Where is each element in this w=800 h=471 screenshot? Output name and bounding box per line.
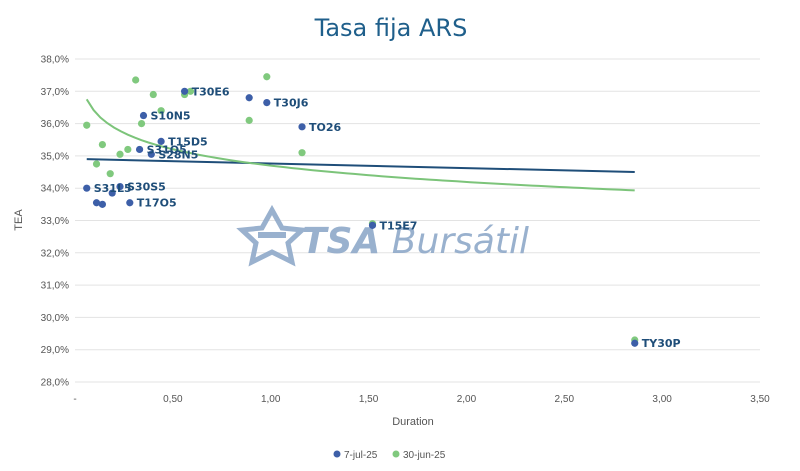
data-point-series1 — [157, 137, 165, 145]
data-point-series1 — [126, 199, 134, 207]
watermark-star-icon — [236, 204, 308, 267]
data-point-series1 — [139, 111, 148, 120]
y-tick-label: 31,0% — [41, 281, 69, 292]
data-point-series2 — [106, 170, 114, 178]
point-label: S10N5 — [151, 110, 191, 123]
point-label: TY30P — [642, 337, 681, 350]
data-point-series1 — [181, 87, 189, 95]
data-point-series1 — [368, 221, 377, 229]
point-label: S31O5 — [147, 143, 187, 156]
y-tick-label: 28,0% — [41, 378, 69, 389]
y-tick-label: 30,0% — [41, 313, 69, 324]
data-point-series1 — [98, 200, 106, 208]
data-point-series1 — [92, 199, 101, 207]
x-axis-ticks: - 0,50 1,00 1,50 2,00 2,50 3,00 3,50 — [73, 394, 770, 405]
point-label: TO26 — [309, 121, 342, 134]
legend-label-series1: 7-jul-25 — [344, 450, 378, 461]
data-point-series2 — [263, 73, 271, 81]
point-label: S28N5 — [158, 148, 198, 161]
trendline-series2 — [85, 98, 635, 192]
data-point-series1 — [83, 184, 91, 192]
y-axis-label: TEA — [13, 209, 25, 231]
x-tick-label: 1,00 — [261, 394, 281, 405]
y-tick-label: 35,0% — [41, 151, 69, 162]
data-point-series2 — [137, 120, 146, 128]
data-point-series1 — [245, 94, 253, 102]
data-point-series2 — [132, 76, 140, 84]
data-point-series2 — [98, 140, 106, 149]
data-point-series1 — [298, 123, 306, 131]
x-tick-label: 1,50 — [359, 394, 379, 405]
y-tick-label: 34,0% — [41, 184, 69, 195]
x-tick-label: 3,50 — [750, 394, 770, 405]
point-label: T30J6 — [274, 97, 309, 110]
y-axis-ticks: 28,0% 29,0% 30,0% 31,0% 32,0% 33,0% 34,0% 35,0%… — [41, 55, 69, 389]
data-point-series1 — [108, 189, 116, 197]
y-tick-label: 33,0% — [41, 216, 69, 227]
gridlines — [75, 58, 760, 383]
legend-marker-series1 — [333, 450, 341, 458]
data-point-series1 — [147, 150, 155, 158]
x-axis-label: Duration — [392, 416, 434, 428]
x-tick-label: 3,00 — [652, 394, 672, 405]
data-point-series2 — [245, 116, 253, 124]
x-tick-label: 2,00 — [457, 394, 477, 405]
x-tick-label: 2,50 — [555, 394, 575, 405]
data-point-series2 — [186, 87, 195, 95]
y-tick-label: 32,0% — [41, 248, 69, 259]
x-tick-label: 0,50 — [163, 394, 183, 405]
legend-label-series2: 30-jun-25 — [403, 450, 446, 461]
data-point-series2 — [116, 150, 124, 158]
y-tick-label: 29,0% — [41, 345, 69, 356]
point-label: T17O5 — [137, 197, 177, 210]
data-point-series1 — [263, 99, 271, 107]
y-tick-label: 38,0% — [41, 55, 69, 66]
y-tick-label: 36,0% — [41, 119, 69, 130]
data-point-series2 — [124, 145, 132, 154]
chart-title: Tasa fija ARS — [314, 14, 468, 42]
data-point-series2 — [298, 149, 306, 157]
x-tick-label: - — [73, 394, 76, 405]
trendlines — [85, 98, 635, 192]
legend: 7-jul-25 30-jun-25 — [333, 450, 446, 461]
point-label: T30E6 — [192, 85, 230, 98]
point-label: S30S5 — [127, 181, 166, 194]
data-point-series1 — [116, 182, 124, 191]
data-point-series2 — [92, 160, 101, 168]
data-point-series1 — [631, 339, 639, 347]
legend-marker-series2 — [392, 450, 400, 458]
y-tick-label: 37,0% — [41, 87, 69, 98]
data-point-series1 — [135, 145, 144, 154]
watermark-logo: TSA Bursátil — [236, 204, 529, 267]
point-label: S31L5 — [94, 182, 132, 195]
data-point-series2 — [149, 90, 157, 99]
trendline-series1 — [86, 158, 635, 174]
data-point-series2 — [157, 107, 165, 115]
data-points — [83, 73, 639, 347]
watermark-text: TSA Bursátil — [302, 221, 529, 262]
data-point-series2 — [83, 121, 91, 129]
point-label: T15E7 — [379, 219, 417, 232]
point-label: T15D5 — [168, 135, 208, 148]
